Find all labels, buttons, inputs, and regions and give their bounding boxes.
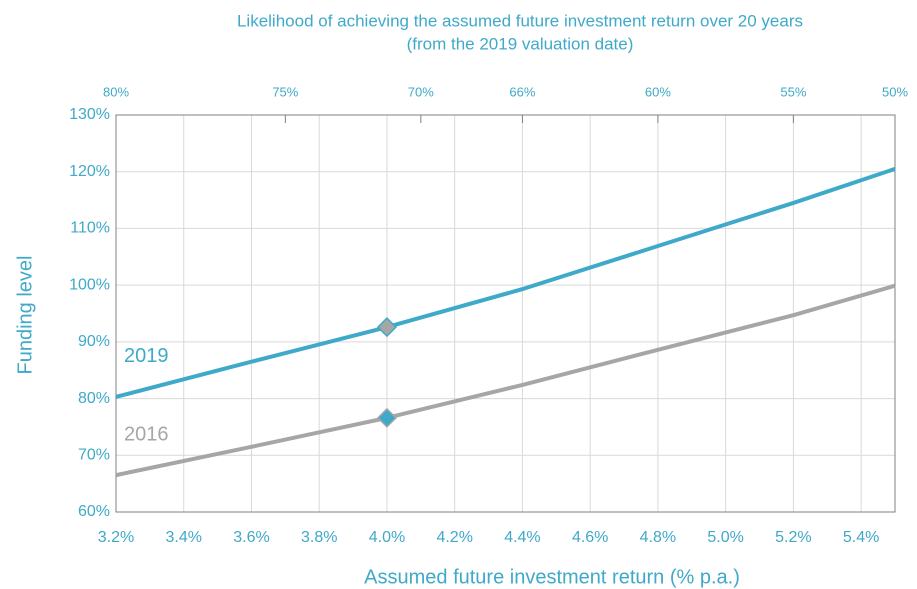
x-tick-label: 4.2% bbox=[436, 529, 472, 546]
top-tick-label: 60% bbox=[645, 84, 671, 99]
x-tick-label: 5.0% bbox=[707, 529, 743, 546]
top-tick-label: 75% bbox=[272, 84, 298, 99]
x-tick-label: 4.4% bbox=[504, 529, 540, 546]
series-line bbox=[115, 166, 896, 399]
x-tick-label: 3.4% bbox=[166, 529, 202, 546]
y-tick-label: 90% bbox=[78, 333, 110, 350]
series-label: 2016 bbox=[124, 423, 169, 445]
y-tick-label: 110% bbox=[70, 220, 110, 237]
y-tick-label: 80% bbox=[78, 390, 110, 407]
x-tick-label: 4.8% bbox=[640, 529, 676, 546]
series-line bbox=[115, 283, 896, 478]
y-tick-label: 120% bbox=[69, 163, 110, 180]
series-label: 2019 bbox=[124, 345, 169, 367]
x-tick-label: 4.0% bbox=[369, 529, 405, 546]
top-tick-label: 80% bbox=[103, 84, 129, 99]
x-axis-title: Assumed future investment return (% p.a.… bbox=[364, 566, 740, 588]
x-tick-label: 5.2% bbox=[775, 529, 811, 546]
top-tick-label: 66% bbox=[509, 84, 535, 99]
top-tick-label: 70% bbox=[408, 84, 434, 99]
x-tick-label: 3.2% bbox=[98, 529, 134, 546]
chart-title: Likelihood of achieving the assumed futu… bbox=[237, 11, 803, 30]
y-axis-title: Funding level bbox=[14, 256, 36, 375]
x-tick-label: 4.6% bbox=[572, 529, 608, 546]
x-tick-label: 3.8% bbox=[301, 529, 337, 546]
y-tick-label: 70% bbox=[78, 447, 110, 464]
x-tick-label: 5.4% bbox=[843, 529, 879, 546]
y-tick-label: 100% bbox=[69, 276, 110, 293]
plot-border bbox=[115, 114, 896, 513]
highlight-marker bbox=[376, 317, 398, 338]
top-tick-label: 50% bbox=[882, 84, 908, 99]
chart-subtitle: (from the 2019 valuation date) bbox=[407, 34, 634, 53]
y-tick-label: 60% bbox=[78, 503, 110, 520]
top-tick-label: 55% bbox=[780, 84, 806, 99]
highlight-marker bbox=[376, 407, 398, 428]
y-tick-label: 130% bbox=[69, 106, 110, 123]
x-tick-label: 3.6% bbox=[233, 529, 269, 546]
